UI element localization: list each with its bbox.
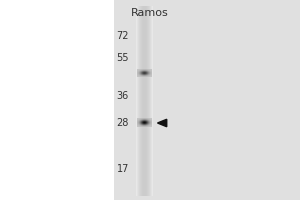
Text: 36: 36 [117,91,129,101]
Text: 17: 17 [117,164,129,174]
Text: Ramos: Ramos [131,8,169,18]
Text: 55: 55 [116,53,129,63]
Polygon shape [158,119,167,127]
Text: 28: 28 [117,118,129,128]
Text: 72: 72 [116,31,129,41]
Bar [114,0,300,200]
